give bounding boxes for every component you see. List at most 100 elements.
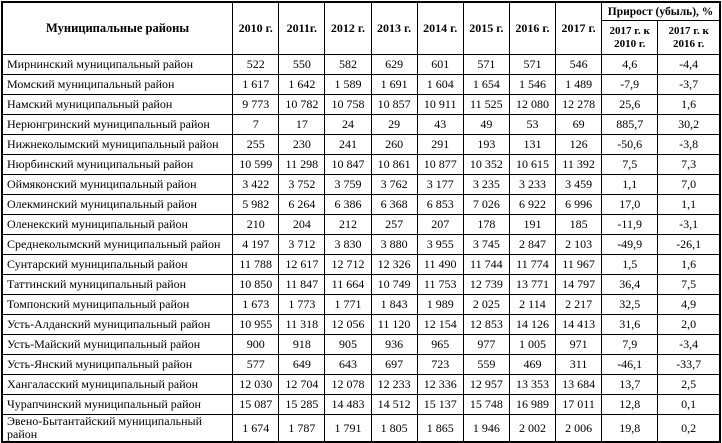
year-value: 3 712 bbox=[278, 234, 326, 255]
district-name: Мирнинский муниципальный район bbox=[1, 54, 234, 75]
growth-value: 1,1 bbox=[601, 174, 659, 195]
year-value: 53 bbox=[508, 114, 557, 135]
growth-value: 1,1 bbox=[657, 194, 721, 215]
growth-value: 12,8 bbox=[601, 394, 659, 415]
year-value: 1 946 bbox=[462, 414, 510, 443]
year-value: 12 336 bbox=[416, 374, 464, 395]
year-value: 230 bbox=[278, 134, 326, 155]
year-value: 204 bbox=[278, 214, 326, 235]
year-value: 582 bbox=[324, 54, 372, 75]
district-name: Оленекский муниципальный район bbox=[1, 214, 234, 235]
district-name: Намский муниципальный район bbox=[1, 94, 234, 115]
table-row: Хангаласский муниципальный район 12 030 12… bbox=[1, 374, 721, 395]
table-row: Томпонский муниципальный район 1 673 1 773… bbox=[1, 294, 721, 315]
year-value: 10 758 bbox=[324, 94, 372, 115]
growth-value: 19,8 bbox=[601, 414, 659, 443]
growth-value: -49,9 bbox=[601, 234, 659, 255]
year-value: 16 989 bbox=[508, 394, 557, 415]
table-row: Момский муниципальный район 1 617 1 642 1 5… bbox=[1, 74, 721, 95]
growth-value: 7,5 bbox=[601, 154, 659, 175]
year-value: 12 853 bbox=[462, 314, 510, 335]
growth-value: 36,4 bbox=[601, 274, 659, 295]
year-value: 7 026 bbox=[462, 194, 510, 215]
growth-value: 31,6 bbox=[601, 314, 659, 335]
year-value: 11 490 bbox=[416, 254, 464, 275]
year-value: 1 787 bbox=[278, 414, 326, 443]
year-value: 2 025 bbox=[462, 294, 510, 315]
year-value: 577 bbox=[232, 354, 280, 375]
table-row: Таттинский муниципальный район 10 850 11 8… bbox=[1, 274, 721, 295]
district-name: Нижнеколымский муниципальный район bbox=[1, 134, 234, 155]
year-value: 255 bbox=[232, 134, 280, 155]
year-value: 971 bbox=[554, 334, 603, 355]
year-value: 13 771 bbox=[508, 274, 557, 295]
district-name: Томпонский муниципальный район bbox=[1, 294, 234, 315]
column-header-year: 2013 г. bbox=[370, 1, 418, 55]
year-value: 1 654 bbox=[462, 74, 510, 95]
year-value: 212 bbox=[324, 214, 372, 235]
year-value: 131 bbox=[508, 134, 557, 155]
year-value: 14 413 bbox=[554, 314, 603, 335]
column-header-districts: Муниципальные районы bbox=[1, 1, 234, 55]
year-value: 1 673 bbox=[232, 294, 280, 315]
column-header-year: 2010 г. bbox=[232, 1, 280, 55]
year-value: 1 773 bbox=[278, 294, 326, 315]
table-row: Оленекский муниципальный район 210 204 212 2… bbox=[1, 214, 721, 235]
year-value: 191 bbox=[508, 214, 557, 235]
growth-value: 2,0 bbox=[657, 314, 721, 335]
year-value: 11 392 bbox=[554, 154, 603, 175]
year-value: 10 911 bbox=[416, 94, 464, 115]
year-value: 11 847 bbox=[278, 274, 326, 295]
year-value: 69 bbox=[554, 114, 603, 135]
year-value: 965 bbox=[416, 334, 464, 355]
year-value: 11 744 bbox=[462, 254, 510, 275]
year-value: 10 955 bbox=[232, 314, 280, 335]
year-value: 126 bbox=[554, 134, 603, 155]
year-value: 11 298 bbox=[278, 154, 326, 175]
year-value: 10 749 bbox=[370, 274, 418, 295]
year-value: 311 bbox=[554, 354, 603, 375]
growth-value: 7,0 bbox=[657, 174, 721, 195]
district-name: Нерюнгринский муниципальный район bbox=[1, 114, 234, 135]
year-value: 1 989 bbox=[416, 294, 464, 315]
year-value: 6 386 bbox=[324, 194, 372, 215]
growth-value: -46,1 bbox=[601, 354, 659, 375]
year-value: 15 748 bbox=[462, 394, 510, 415]
column-header-growth-period: 2017 г. к 2016 г. bbox=[657, 20, 721, 55]
growth-value: 4,6 bbox=[601, 54, 659, 75]
year-value: 11 525 bbox=[462, 94, 510, 115]
year-value: 10 877 bbox=[416, 154, 464, 175]
year-value: 469 bbox=[508, 354, 557, 375]
year-value: 522 bbox=[232, 54, 280, 75]
year-value: 193 bbox=[462, 134, 510, 155]
year-value: 9 773 bbox=[232, 94, 280, 115]
year-value: 49 bbox=[462, 114, 510, 135]
district-name: Чурапчинский муниципальный район bbox=[1, 394, 234, 415]
year-value: 559 bbox=[462, 354, 510, 375]
year-value: 11 788 bbox=[232, 254, 280, 275]
year-value: 43 bbox=[416, 114, 464, 135]
table-body: Мирнинский муниципальный район 522 550 582 6… bbox=[1, 54, 721, 443]
year-value: 11 753 bbox=[416, 274, 464, 295]
growth-value: 13,7 bbox=[601, 374, 659, 395]
year-value: 1 865 bbox=[416, 414, 464, 443]
year-value: 15 137 bbox=[416, 394, 464, 415]
year-value: 900 bbox=[232, 334, 280, 355]
year-value: 6 922 bbox=[508, 194, 557, 215]
district-name: Среднеколымский муниципальный район bbox=[1, 234, 234, 255]
growth-value: -26,1 bbox=[657, 234, 721, 255]
year-value: 571 bbox=[462, 54, 510, 75]
growth-value: 7,3 bbox=[657, 154, 721, 175]
year-value: 10 599 bbox=[232, 154, 280, 175]
year-value: 14 512 bbox=[370, 394, 418, 415]
year-value: 24 bbox=[324, 114, 372, 135]
year-value: 6 996 bbox=[554, 194, 603, 215]
growth-value: -3,1 bbox=[657, 214, 721, 235]
year-value: 257 bbox=[370, 214, 418, 235]
year-value: 1 005 bbox=[508, 334, 557, 355]
growth-value: -33,7 bbox=[657, 354, 721, 375]
year-value: 11 664 bbox=[324, 274, 372, 295]
year-value: 10 352 bbox=[462, 154, 510, 175]
growth-value: -7,9 bbox=[601, 74, 659, 95]
year-value: 12 326 bbox=[370, 254, 418, 275]
